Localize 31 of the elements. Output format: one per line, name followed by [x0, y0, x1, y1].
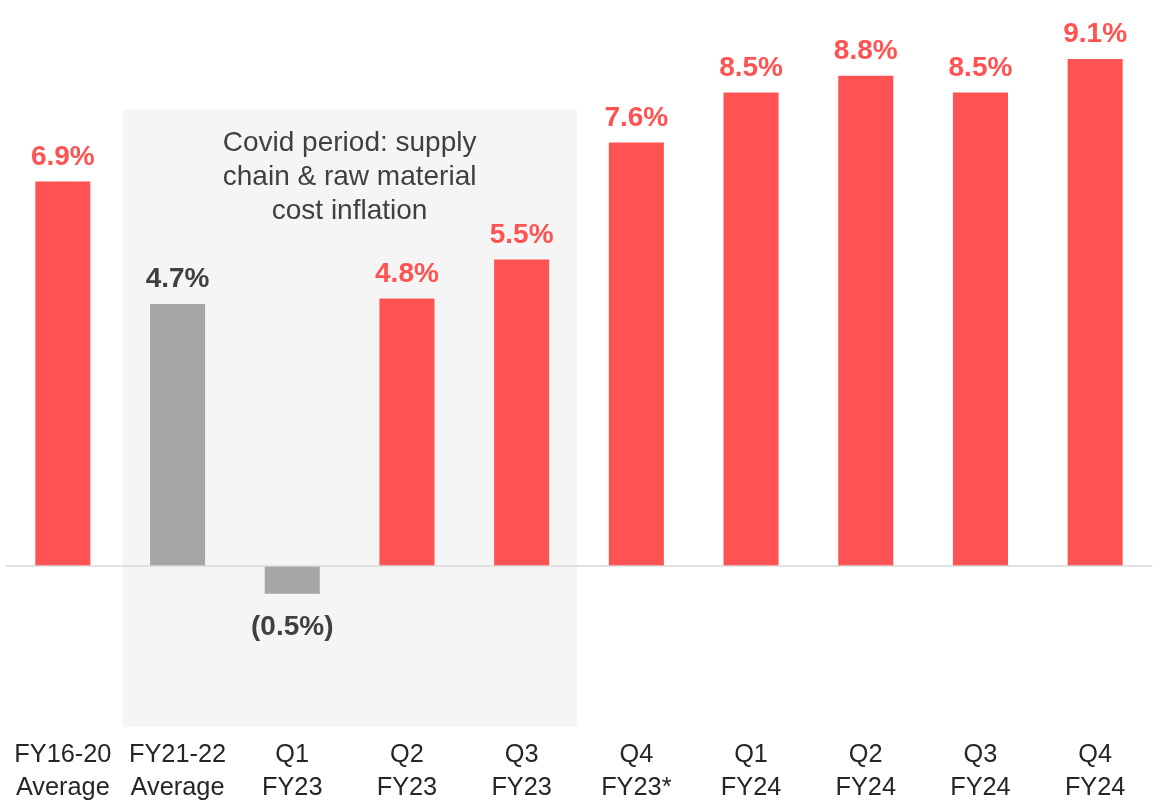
x-tick-label: Q4 FY23* [601, 738, 672, 801]
x-tick-label: Q2 FY23 [376, 738, 438, 801]
data-label: 8.5% [948, 50, 1013, 82]
data-label: 8.8% [833, 34, 898, 65]
x-tick-label: FY16-20 Average [14, 738, 112, 801]
bar [1067, 58, 1123, 566]
data-label: 4.8% [375, 256, 439, 288]
bar [838, 75, 894, 566]
data-label: 9.1% [1063, 17, 1128, 49]
data-label: 8.5% [719, 50, 784, 82]
bar [150, 304, 206, 566]
x-tick-label: Q2 FY24 [835, 738, 897, 801]
data-label: 6.9% [30, 139, 95, 171]
x-tick-label: Q1 FY24 [720, 738, 782, 801]
x-tick-label: FY21-22 Average [128, 738, 227, 801]
bar [494, 259, 550, 566]
bar [723, 92, 779, 566]
data-label: (0.5%) [251, 609, 334, 641]
bar [952, 92, 1008, 566]
x-tick-label: Q1 FY23 [261, 738, 323, 801]
data-label: 4.7% [145, 262, 210, 294]
bar [35, 181, 91, 566]
data-label: 7.6% [604, 100, 669, 132]
bar [608, 142, 664, 566]
x-tick-label: Q4 FY24 [1064, 738, 1126, 801]
band-label: Covid period: supply chain & raw material cost inflation [222, 125, 477, 225]
data-label: 5.5% [489, 217, 554, 249]
x-tick-label: Q3 FY24 [950, 738, 1011, 801]
x-tick-label: Q3 FY23 [491, 738, 552, 801]
bar [379, 298, 435, 566]
bar [264, 565, 320, 594]
